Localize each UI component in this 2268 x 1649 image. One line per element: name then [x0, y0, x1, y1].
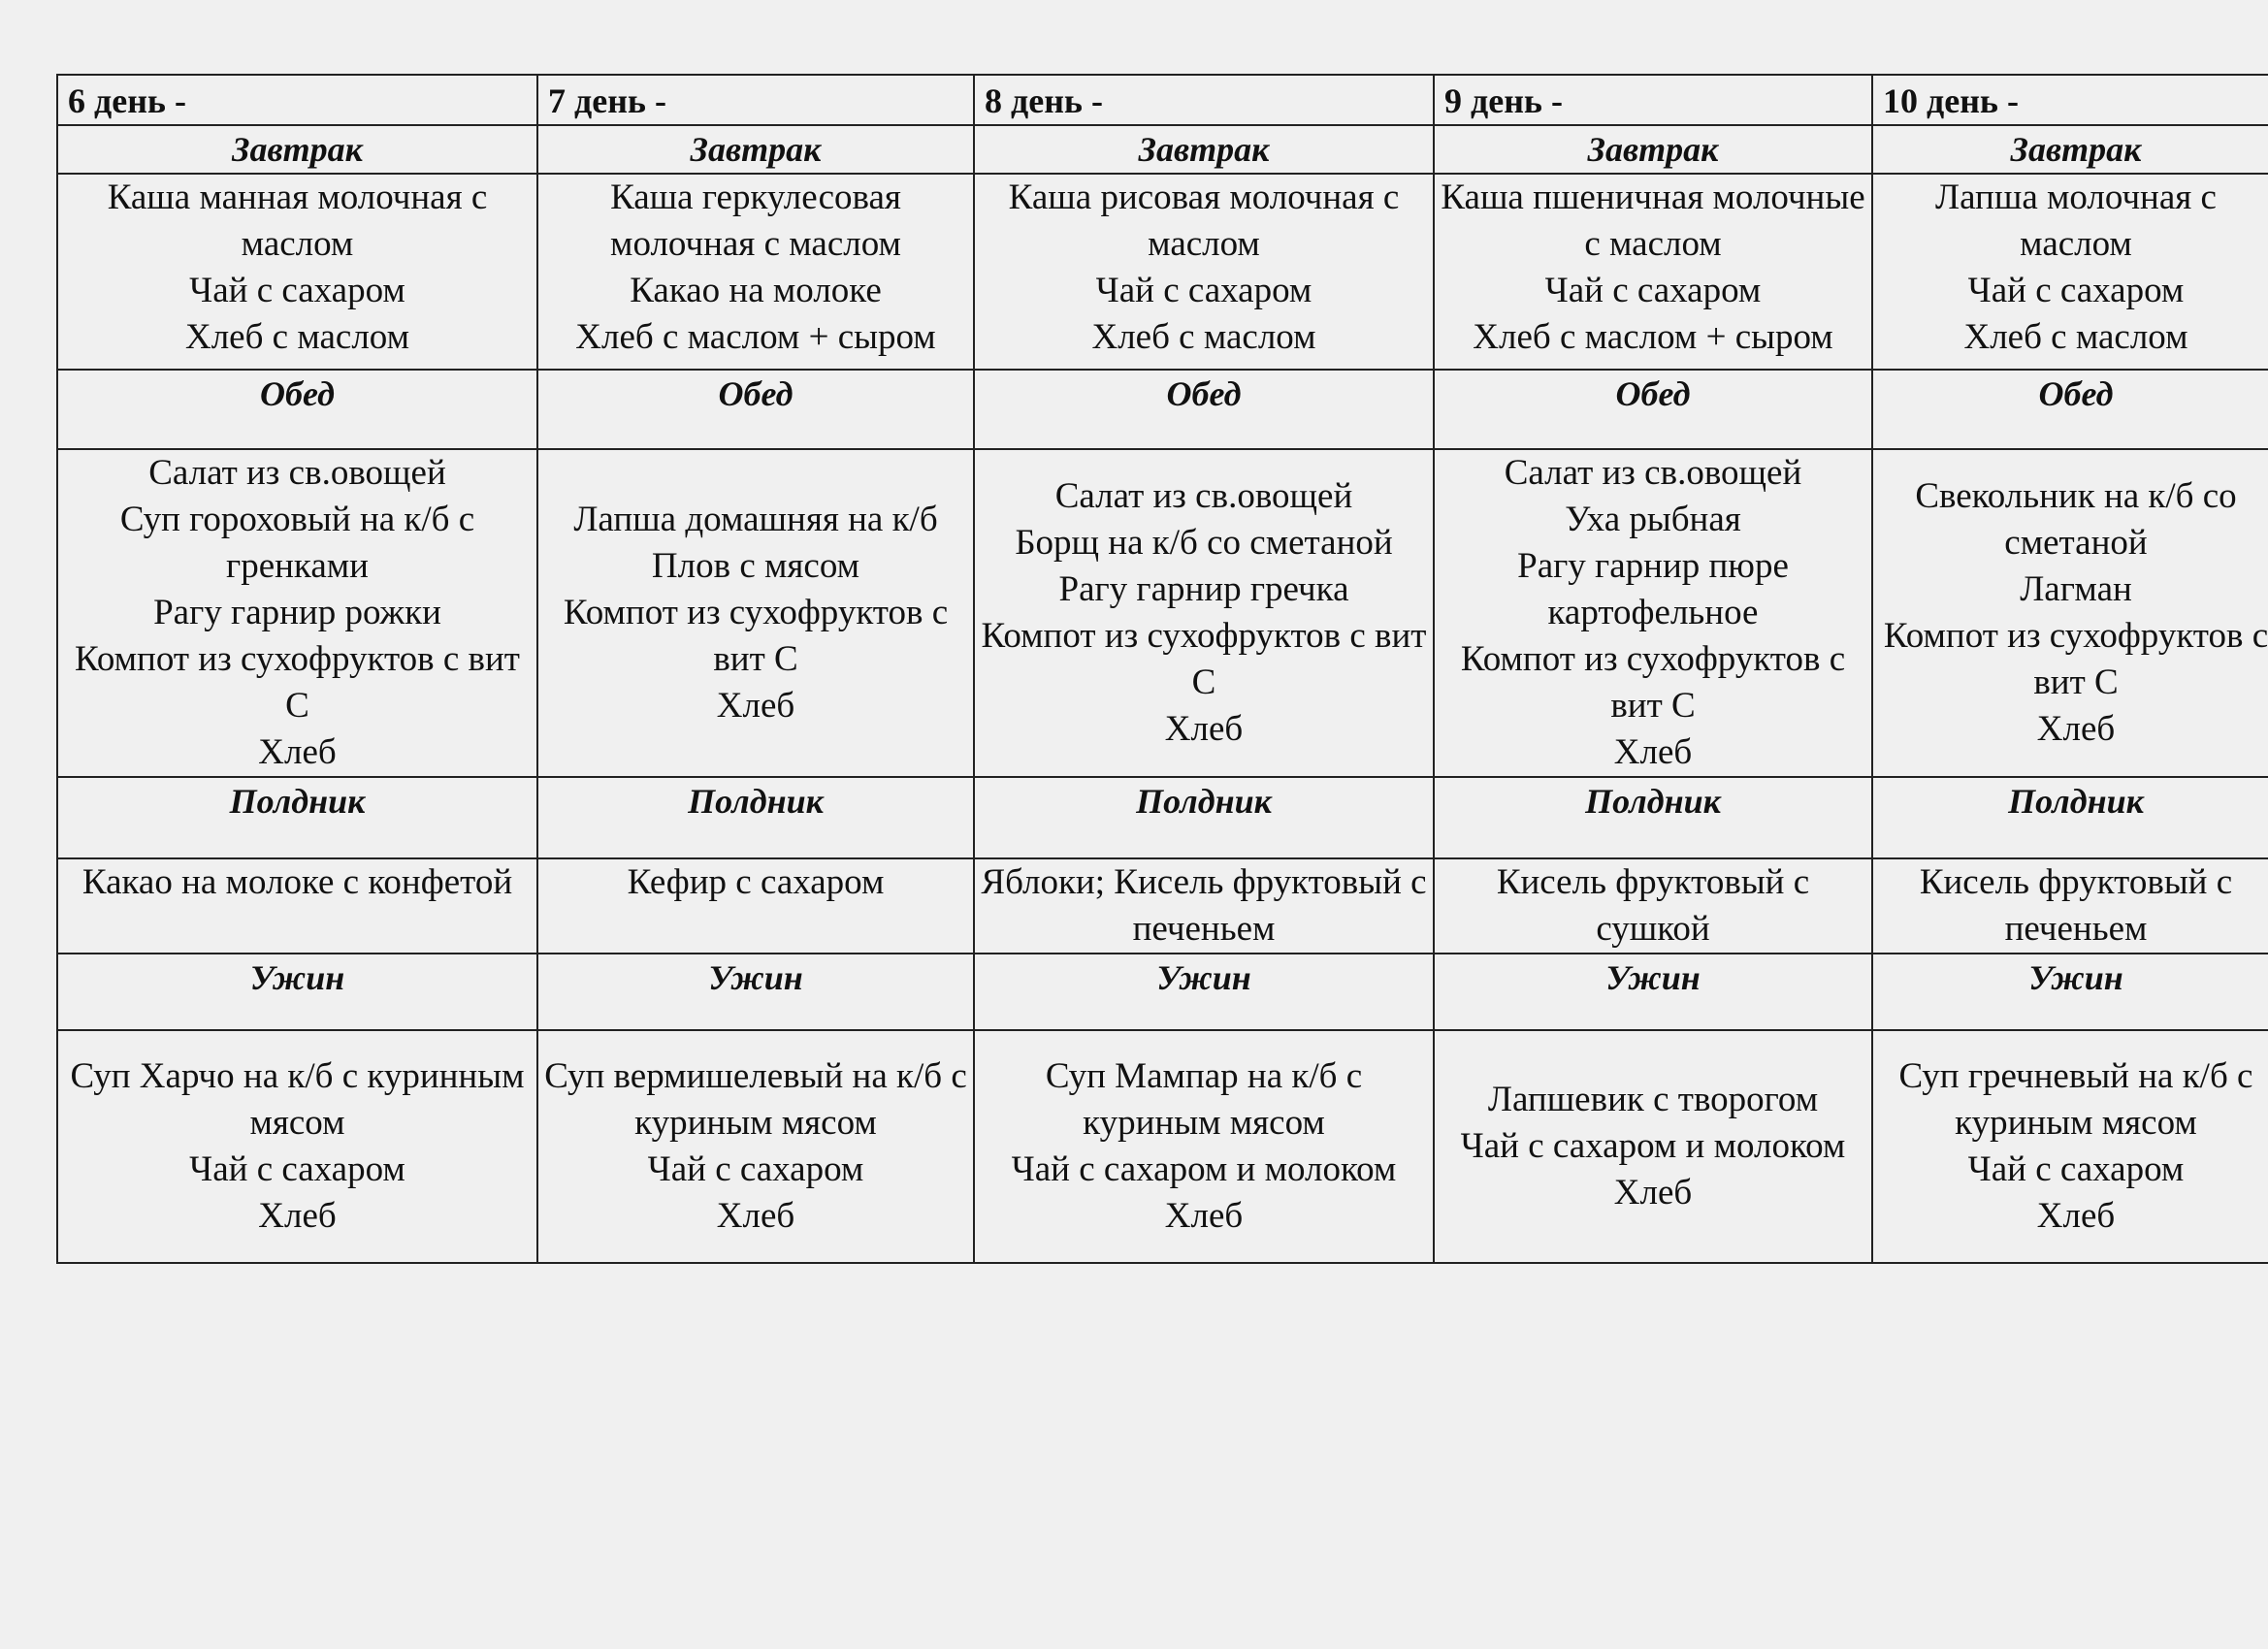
meal-content-row-lunch: Салат из св.овощей Суп гороховый на к/б … [56, 448, 2268, 778]
menu-items-snack: Какао на молоке с конфетой [56, 857, 538, 954]
menu-items-lunch: Салат из св.овощей Уха рыбная Рагу гарни… [1433, 448, 1873, 778]
meal-label-dinner: Ужин [1871, 953, 2268, 1031]
meal-header-row-snack: Полдник Полдник Полдник Полдник Полдник [56, 776, 2268, 859]
menu-items-lunch: Салат из св.овощей Суп гороховый на к/б … [56, 448, 538, 778]
meal-label-lunch: Обед [1871, 369, 2268, 450]
menu-items-snack: Кисель фруктовый с сушкой [1433, 857, 1873, 954]
menu-items-dinner: Суп Мампар на к/б с куриным мясом Чай с … [973, 1029, 1435, 1264]
menu-items-lunch: Лапша домашняя на к/б Плов с мясом Компо… [536, 448, 975, 778]
menu-items-lunch: Свекольник на к/б со сметаной Лагман Ком… [1871, 448, 2268, 778]
menu-items-dinner: Суп Харчо на к/б с куринным мясом Чай с … [56, 1029, 538, 1264]
meal-label-breakfast: Завтрак [1871, 124, 2268, 175]
meal-label-snack: Полдник [973, 776, 1435, 859]
meal-label-breakfast: Завтрак [1433, 124, 1873, 175]
day-title: 8 день - [973, 74, 1435, 126]
meal-label-dinner: Ужин [56, 953, 538, 1031]
menu-items-breakfast: Каша пшеничная молочные с маслом Чай с с… [1433, 173, 1873, 371]
day-title: 9 день - [1433, 74, 1873, 126]
day-title: 6 день - [56, 74, 538, 126]
menu-items-breakfast: Каша рисовая молочная с маслом Чай с сах… [973, 173, 1435, 371]
meal-label-dinner: Ужин [536, 953, 975, 1031]
menu-items-snack: Кисель фруктовый с печеньем [1871, 857, 2268, 954]
menu-table: 6 день -7 день -8 день -9 день -10 день … [56, 74, 2268, 1264]
meal-label-breakfast: Завтрак [973, 124, 1435, 175]
meal-content-row-snack: Какао на молоке с конфетой Кефир с сахаро… [56, 857, 2268, 954]
menu-items-breakfast: Каша манная молочная с маслом Чай с саха… [56, 173, 538, 371]
day-title: 7 день - [536, 74, 975, 126]
menu-items-snack: Кефир с сахаром [536, 857, 975, 954]
menu-items-breakfast: Лапша молочная с маслом Чай с сахаром Хл… [1871, 173, 2268, 371]
menu-items-lunch: Салат из св.овощей Борщ на к/б со сметан… [973, 448, 1435, 778]
menu-items-snack: Яблоки; Кисель фруктовый с печеньем [973, 857, 1435, 954]
meal-label-snack: Полдник [1433, 776, 1873, 859]
meal-label-dinner: Ужин [1433, 953, 1873, 1031]
menu-items-dinner: Суп гречневый на к/б с куриным мясом Чай… [1871, 1029, 2268, 1264]
day-title: 10 день - [1871, 74, 2268, 126]
meal-content-row-breakfast: Каша манная молочная с маслом Чай с саха… [56, 173, 2268, 371]
day-header-row: 6 день -7 день -8 день -9 день -10 день … [56, 74, 2268, 126]
meal-content-row-dinner: Суп Харчо на к/б с куринным мясом Чай с … [56, 1029, 2268, 1264]
meal-label-dinner: Ужин [973, 953, 1435, 1031]
menu-items-dinner: Лапшевик с творогом Чай с сахаром и моло… [1433, 1029, 1873, 1264]
meal-header-row-breakfast: Завтрак Завтрак Завтрак Завтрак Завтрак [56, 124, 2268, 175]
meal-label-snack: Полдник [56, 776, 538, 859]
meal-label-breakfast: Завтрак [56, 124, 538, 175]
meal-label-lunch: Обед [973, 369, 1435, 450]
menu-items-breakfast: Каша геркулесовая молочная с маслом Кака… [536, 173, 975, 371]
meal-label-lunch: Обед [1433, 369, 1873, 450]
meal-header-row-dinner: Ужин Ужин Ужин Ужин Ужин [56, 953, 2268, 1031]
meal-label-breakfast: Завтрак [536, 124, 975, 175]
meal-label-snack: Полдник [1871, 776, 2268, 859]
meal-header-row-lunch: Обед Обед Обед Обед Обед [56, 369, 2268, 450]
meal-label-snack: Полдник [536, 776, 975, 859]
meal-label-lunch: Обед [56, 369, 538, 450]
meal-label-lunch: Обед [536, 369, 975, 450]
menu-items-dinner: Суп вермишелевый на к/б с куриным мясом … [536, 1029, 975, 1264]
